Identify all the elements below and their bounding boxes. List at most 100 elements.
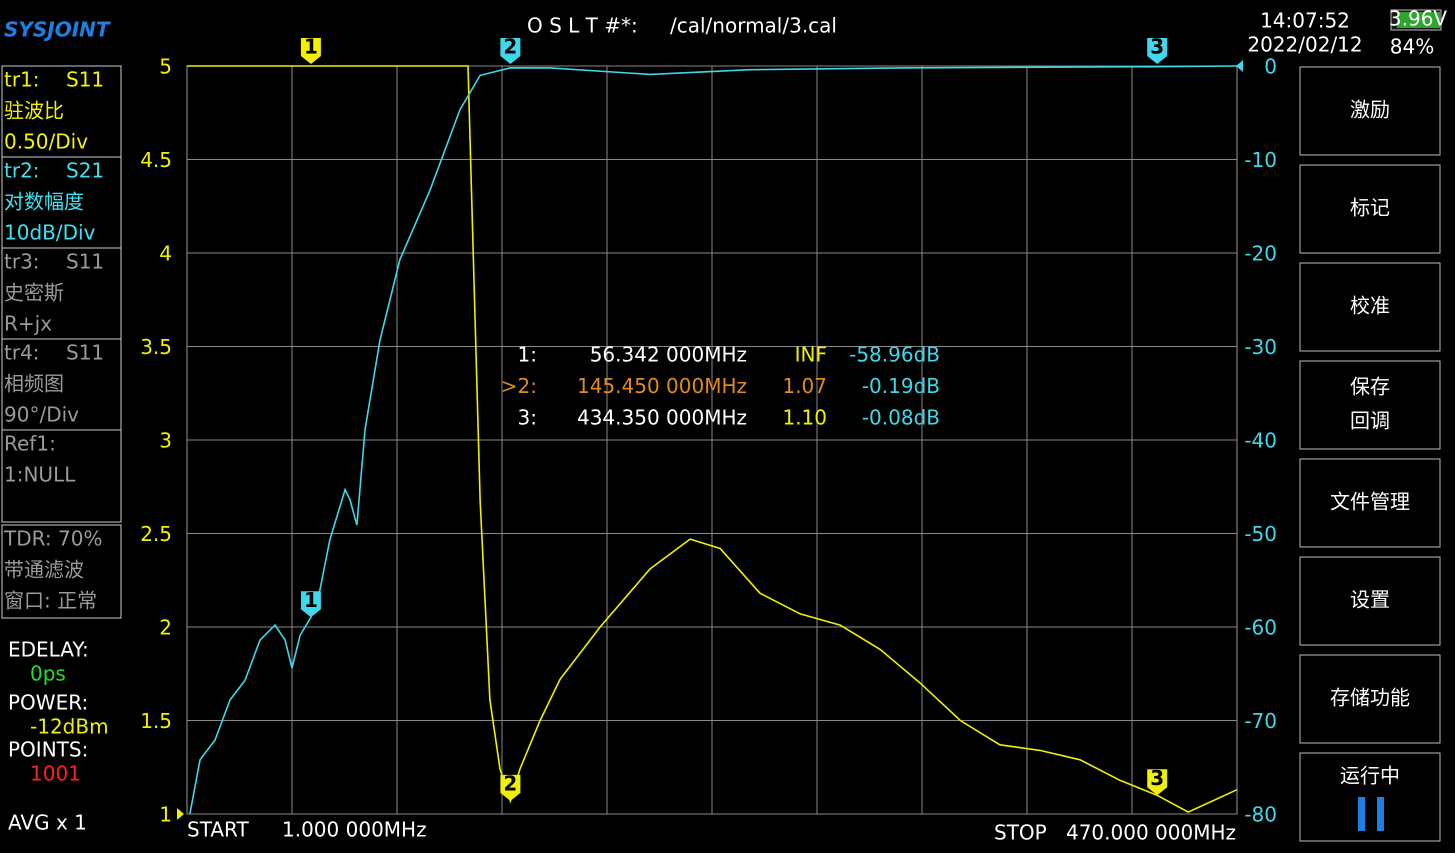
marker-top-flag: 1 [300, 35, 321, 64]
cal-label: O S L T #*: [527, 14, 638, 38]
menu-label: 保存 [1350, 375, 1390, 399]
flag-shape [500, 38, 521, 64]
battery-percent: 84% [1390, 35, 1434, 59]
tdr-box [1, 524, 122, 619]
battery-level [1397, 12, 1440, 28]
marker-db: -0.19dB [862, 374, 940, 398]
tdr-line: 窗口: 正常 [4, 589, 97, 613]
trace-id: tr1: [4, 68, 40, 92]
marker-freq: 56.342 000MHz [590, 343, 747, 367]
trace-id: tr2: [4, 159, 40, 183]
y2-tick-label: -50 [1244, 522, 1277, 546]
marker-flag: 3 [1147, 766, 1168, 796]
ref-arrow [1236, 60, 1243, 72]
power: -12dBm [30, 715, 109, 739]
menu-label: 文件管理 [1330, 490, 1410, 514]
menu-label: 标记 [1350, 196, 1390, 220]
menu-label: 回调 [1350, 409, 1390, 433]
y-tick-label: 4.5 [140, 148, 172, 172]
cal-file: /cal/normal/3.cal [670, 14, 837, 38]
trace-scale: 0.50/Div [4, 130, 88, 154]
trace-id: tr3: [4, 250, 40, 274]
flag-shape [1147, 769, 1168, 796]
marker-swr: 1.07 [782, 374, 827, 398]
points: 1001 [30, 762, 81, 786]
y-tick-label: 3 [159, 429, 172, 453]
flag-shape [1147, 38, 1168, 64]
y-tick-label: 1.5 [140, 709, 172, 733]
plot: 5 4.5 4 3.5 3 2.5 2 1.5 1 0 -10 -20 -30 -40 -50 -60 -70 -… [140, 35, 1277, 827]
pause-icon [1377, 797, 1384, 831]
avg: AVG x 1 [8, 811, 87, 835]
trace-format: 相频图 [4, 372, 64, 396]
trace-scale: R+jx [4, 312, 52, 336]
ref-label: Ref1: [4, 432, 56, 456]
marker-db: -58.96dB [849, 343, 940, 367]
marker-swr: 1.10 [782, 406, 827, 430]
flag-label: 3 [1150, 35, 1164, 59]
marker-swr: INF [795, 343, 827, 367]
y2-tick-label: -80 [1244, 803, 1277, 827]
menu-label: 激励 [1350, 98, 1390, 122]
y-tick-label: 3.5 [140, 335, 172, 359]
start: 1.000 000MHz [282, 818, 427, 842]
flag-label: 3 [1150, 766, 1164, 790]
menu-button[interactable] [1299, 556, 1441, 646]
trace-scale: 10dB/Div [4, 221, 96, 245]
date: 2022/02/12 [1247, 33, 1362, 57]
trace-param: S11 [66, 68, 104, 92]
time: 14:07:52 [1260, 9, 1350, 33]
ref-value: 1:NULL [4, 463, 76, 487]
menu-button[interactable] [1299, 752, 1441, 842]
trace-format: 对数幅度 [4, 190, 84, 214]
trace [189, 65, 1238, 815]
flag-label: 1 [304, 588, 318, 612]
menu-button[interactable] [1299, 262, 1441, 352]
y-tick-label: 5 [159, 55, 172, 79]
y2-tick-label: -10 [1244, 148, 1277, 172]
flag-shape [500, 774, 521, 801]
marker-label: >2: [501, 374, 537, 398]
y2-tick-label: -20 [1244, 242, 1277, 266]
y-tick-label: 4 [159, 242, 172, 266]
menu-button[interactable] [1299, 66, 1441, 156]
menu-button[interactable] [1299, 360, 1441, 450]
menu-button[interactable] [1299, 458, 1441, 548]
menu-button[interactable] [1299, 654, 1441, 744]
power-label: POWER: [8, 691, 88, 715]
marker-flag: 2 [500, 771, 521, 801]
trace-param: S11 [66, 341, 104, 365]
stop-label: STOP [994, 821, 1047, 845]
y2-tick-label: -60 [1244, 616, 1277, 640]
marker-db: -0.08dB [862, 406, 940, 430]
battery-voltage: 3.96V [1389, 7, 1448, 31]
menu-button[interactable] [1299, 164, 1441, 254]
marker-freq: 145.450 000MHz [577, 374, 747, 398]
menu-label: 设置 [1350, 588, 1390, 612]
edelay: 0ps [30, 662, 66, 686]
menu-label: 存储功能 [1330, 686, 1410, 710]
flag-shape [300, 591, 321, 618]
menu-label: 运行中 [1340, 764, 1400, 788]
y2-tick-label: -40 [1244, 429, 1277, 453]
flag-label: 1 [304, 35, 318, 59]
marker-flag: 1 [300, 588, 321, 618]
trace-id: tr4: [4, 341, 40, 365]
edelay-label: EDELAY: [8, 638, 89, 662]
y2-tick-label: -70 [1244, 709, 1277, 733]
start-label: START [187, 818, 249, 842]
trace-scale: 90°/Div [4, 403, 79, 427]
trace [187, 65, 1238, 813]
trace-param: S21 [66, 159, 104, 183]
trace-param: S11 [66, 250, 104, 274]
points-label: POINTS: [8, 738, 88, 762]
y-tick-label: 1 [159, 803, 172, 827]
tdr-line: 带通滤波 [4, 558, 84, 582]
flag-label: 2 [503, 35, 517, 59]
ref-box [1, 429, 122, 523]
marker-label: 1: [518, 343, 537, 367]
marker-label: 3: [518, 406, 537, 430]
